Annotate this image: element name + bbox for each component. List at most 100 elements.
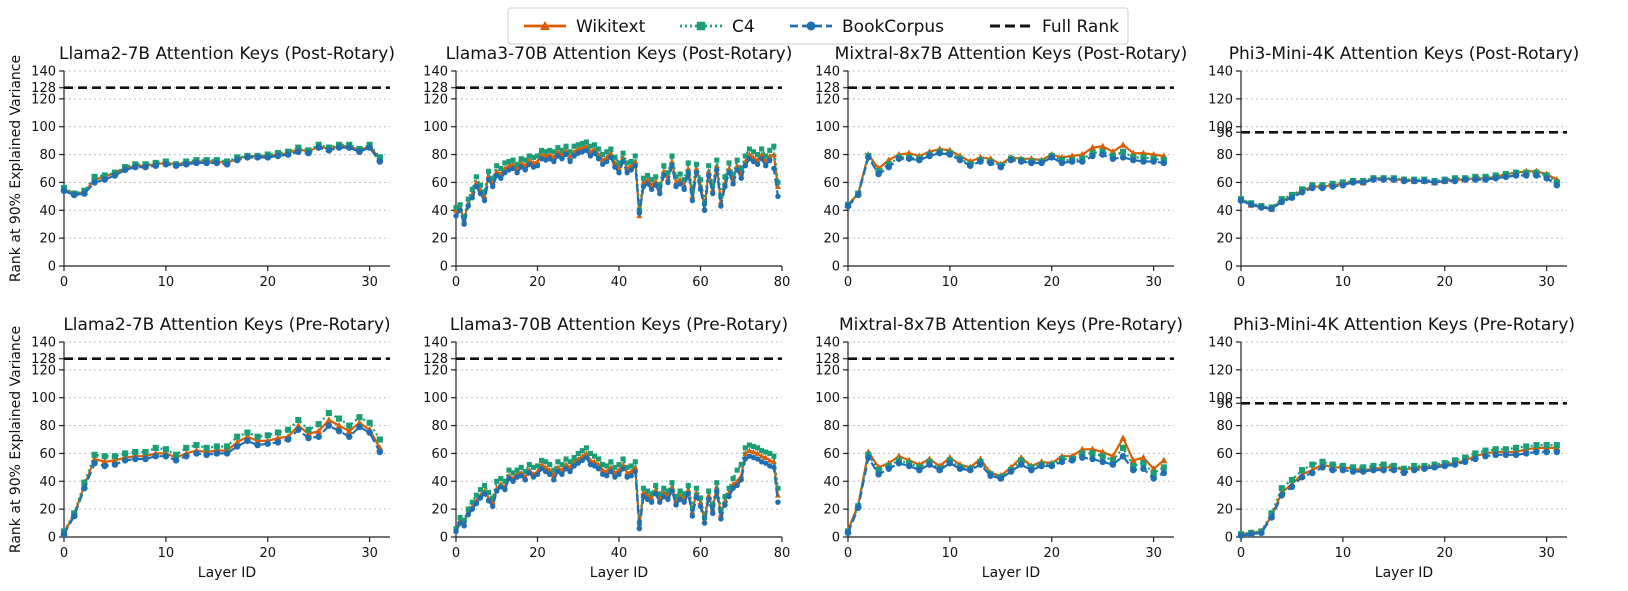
y-tick-label: 120 xyxy=(423,363,448,378)
y-tick-label: 100 xyxy=(423,120,448,135)
data-point xyxy=(1119,434,1127,441)
y-tick-label: 60 xyxy=(39,176,56,191)
data-point xyxy=(465,512,471,518)
data-point xyxy=(726,169,732,176)
data-point xyxy=(673,494,679,500)
y-tick-label: 60 xyxy=(39,447,56,462)
data-point xyxy=(1543,442,1550,449)
data-point xyxy=(771,165,777,172)
data-point xyxy=(767,463,773,469)
y-tick-label: 0 xyxy=(832,531,840,546)
data-point xyxy=(183,444,190,451)
data-point xyxy=(121,166,129,174)
data-point xyxy=(1258,529,1265,537)
y-tick-label: 20 xyxy=(39,232,56,247)
data-point xyxy=(742,163,749,169)
data-point xyxy=(710,510,716,517)
y-tick-label: 80 xyxy=(823,419,840,434)
data-point xyxy=(1130,156,1137,164)
data-point xyxy=(644,181,651,187)
data-point xyxy=(336,415,343,422)
data-point xyxy=(193,159,200,167)
data-point xyxy=(624,169,630,176)
data-point xyxy=(714,157,720,163)
data-point xyxy=(770,458,777,465)
series-line xyxy=(455,140,779,219)
data-point xyxy=(547,471,553,478)
data-point xyxy=(485,498,492,504)
data-point xyxy=(754,456,761,462)
data-point xyxy=(583,139,589,145)
series-bookcorpus xyxy=(844,452,1168,537)
data-point xyxy=(1543,448,1550,456)
data-point xyxy=(469,506,475,512)
data-point xyxy=(91,179,98,186)
data-point xyxy=(738,462,744,468)
x-tick-label: 20 xyxy=(259,546,276,561)
series-line xyxy=(1240,446,1557,536)
x-axis-label: Layer ID xyxy=(590,565,648,581)
data-point xyxy=(620,456,626,462)
data-point xyxy=(895,459,903,467)
data-point xyxy=(489,503,496,510)
data-point xyxy=(661,485,667,491)
data-point xyxy=(1048,154,1055,161)
data-point xyxy=(461,517,467,523)
data-point xyxy=(977,461,984,468)
data-point xyxy=(579,457,586,464)
data-point xyxy=(121,457,129,464)
data-point xyxy=(1018,457,1025,464)
data-point xyxy=(755,152,761,158)
data-point xyxy=(616,160,622,166)
y-tick-label: 140 xyxy=(31,336,56,351)
data-point xyxy=(1299,467,1306,474)
data-point xyxy=(616,169,622,176)
data-point xyxy=(547,156,553,162)
data-point xyxy=(714,167,720,173)
data-point xyxy=(697,186,704,193)
data-point xyxy=(673,502,679,508)
data-point xyxy=(661,163,667,169)
data-point xyxy=(575,142,581,148)
data-point xyxy=(1533,442,1540,449)
y-tick-label: 60 xyxy=(1216,447,1233,462)
series-bookcorpus xyxy=(844,149,1168,210)
data-point xyxy=(223,450,231,457)
legend-swatch-marker xyxy=(806,21,816,31)
data-point xyxy=(1038,159,1045,167)
data-point xyxy=(693,161,699,167)
data-point xyxy=(481,482,488,489)
data-point xyxy=(345,427,353,435)
data-point xyxy=(653,174,659,180)
data-point xyxy=(579,149,586,155)
series-line xyxy=(63,146,381,197)
data-point xyxy=(1431,179,1438,186)
y-tick-label: 128 xyxy=(31,352,56,367)
data-point xyxy=(1553,181,1561,189)
series-wikitext xyxy=(60,416,384,536)
data-point xyxy=(559,147,565,153)
data-point xyxy=(875,170,882,178)
data-point xyxy=(1380,461,1387,468)
data-point xyxy=(771,464,777,471)
data-point xyxy=(526,161,533,168)
y-tick-label: 0 xyxy=(1225,260,1233,275)
data-point xyxy=(477,495,484,501)
data-point xyxy=(1451,461,1459,468)
data-point xyxy=(1543,175,1550,182)
data-point xyxy=(498,165,504,172)
data-point xyxy=(1441,177,1448,185)
data-point xyxy=(1150,469,1157,476)
series-line xyxy=(63,411,381,532)
data-point xyxy=(583,445,589,451)
data-point xyxy=(1160,469,1168,477)
legend-item-full-rank: Full Rank xyxy=(990,17,1119,37)
data-point xyxy=(854,191,862,199)
y-tick-label: 140 xyxy=(815,65,840,80)
data-point xyxy=(579,140,585,146)
data-point xyxy=(1339,462,1346,470)
data-point xyxy=(697,177,704,183)
x-tick-label: 20 xyxy=(1436,275,1453,290)
data-point xyxy=(183,161,190,168)
panels: Llama2-7B Attention Keys (Post-Rotary) 0 2… xyxy=(8,44,1579,581)
